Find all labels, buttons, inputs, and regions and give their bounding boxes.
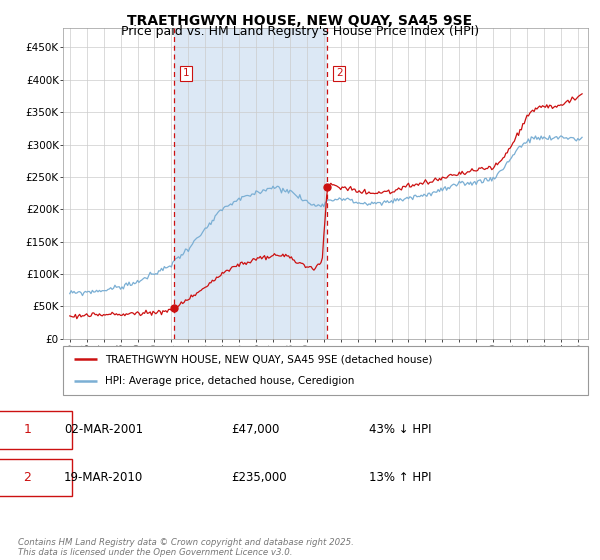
Text: 02-MAR-2001: 02-MAR-2001 (64, 423, 143, 436)
Text: 43% ↓ HPI: 43% ↓ HPI (369, 423, 431, 436)
Text: £47,000: £47,000 (231, 423, 279, 436)
Text: 1: 1 (183, 68, 190, 78)
Text: 13% ↑ HPI: 13% ↑ HPI (369, 471, 431, 484)
Text: TRAETHGWYN HOUSE, NEW QUAY, SA45 9SE: TRAETHGWYN HOUSE, NEW QUAY, SA45 9SE (127, 14, 473, 28)
FancyBboxPatch shape (0, 459, 73, 496)
Text: HPI: Average price, detached house, Ceredigion: HPI: Average price, detached house, Cere… (105, 376, 355, 386)
Text: Price paid vs. HM Land Registry's House Price Index (HPI): Price paid vs. HM Land Registry's House … (121, 25, 479, 38)
Text: 19-MAR-2010: 19-MAR-2010 (64, 471, 143, 484)
Text: Contains HM Land Registry data © Crown copyright and database right 2025.
This d: Contains HM Land Registry data © Crown c… (18, 538, 354, 557)
Bar (174, 28, 328, 339)
Text: 2: 2 (336, 68, 343, 78)
Text: 2: 2 (23, 471, 31, 484)
Text: TRAETHGWYN HOUSE, NEW QUAY, SA45 9SE (detached house): TRAETHGWYN HOUSE, NEW QUAY, SA45 9SE (de… (105, 354, 433, 365)
FancyBboxPatch shape (0, 411, 73, 449)
Text: 1: 1 (23, 423, 31, 436)
FancyBboxPatch shape (63, 346, 588, 395)
Text: £235,000: £235,000 (231, 471, 287, 484)
